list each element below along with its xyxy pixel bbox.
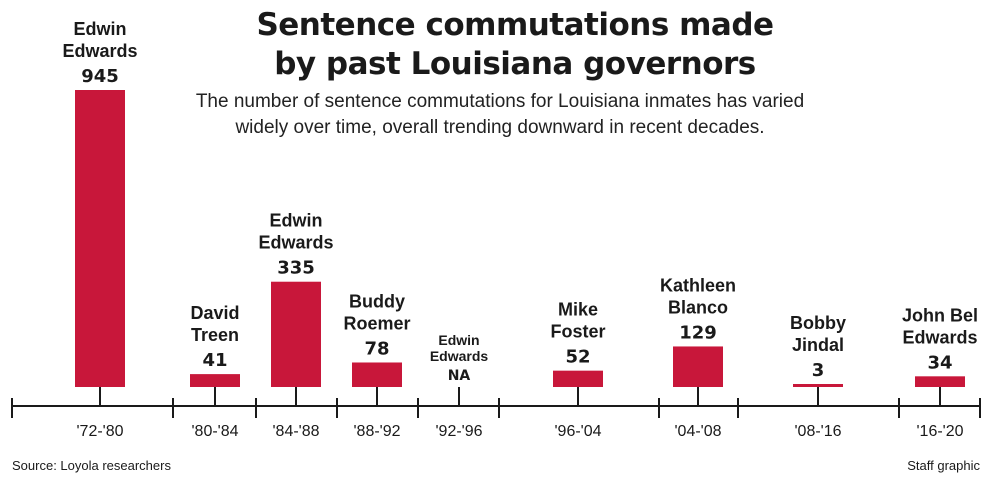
data-label: 34 [927,352,952,373]
bar-7 [673,346,723,387]
x-tick-label: '84-'88 [272,423,319,440]
x-tick-label: '04-'08 [674,423,721,440]
governor-name-label: Edwin [74,19,127,39]
governor-name-label: Edwards [902,327,977,347]
bar-4 [352,362,402,387]
data-label: 52 [565,347,590,368]
governor-name-label: Mike [558,300,598,320]
governor-name-label: Edwards [62,41,137,61]
source-note: Source: Loyola researchers [12,458,171,473]
x-tick-label: '80-'84 [191,423,238,440]
governor-name-label: John Bel [902,305,978,325]
bar-6 [553,370,603,387]
bar-1 [75,90,125,387]
x-tick-label: '16-'20 [916,423,963,440]
governor-name-label: Kathleen [660,275,736,295]
governor-name-label: Treen [191,325,239,345]
credit-note: Staff graphic [907,458,980,473]
x-tick-label: '72-'80 [76,423,123,440]
x-tick-label: '92-'96 [435,423,482,440]
bar-9 [915,376,965,387]
governor-name-label: Edwards [258,233,333,253]
x-tick-label: '96-'04 [554,423,601,440]
governor-name-label: Blanco [668,297,728,317]
x-tick-label: '08-'16 [794,423,841,440]
governor-name-label: Edwin [270,211,323,231]
governor-name-label: Bobby [790,313,846,333]
governor-name-label: Jindal [792,335,844,355]
chart-title-line-1: Sentence commutations made [256,7,774,43]
governor-name-label: Edwards [430,348,489,364]
data-label: 41 [202,350,227,371]
governor-name-label: Foster [550,322,605,342]
governor-name-label: Roemer [343,313,410,333]
governor-name-label: Buddy [349,291,405,311]
chart-subtitle: The number of sentence commutations for … [195,91,805,138]
data-label: NA [448,368,471,384]
bar-2 [190,374,240,387]
data-label: 129 [679,322,717,343]
data-label: 335 [277,258,315,279]
governor-name-label: Edwin [438,332,479,348]
chart-title-line-2: by past Louisiana governors [274,46,756,82]
chart-title: Sentence commutations made by past Louis… [170,6,860,84]
x-tick-label: '88-'92 [353,423,400,440]
bar-3 [271,281,321,387]
data-label: 3 [812,360,825,381]
governor-name-label: David [190,303,239,323]
data-label: 78 [364,338,389,359]
bar-8 [793,384,843,387]
data-label: 945 [81,66,119,87]
